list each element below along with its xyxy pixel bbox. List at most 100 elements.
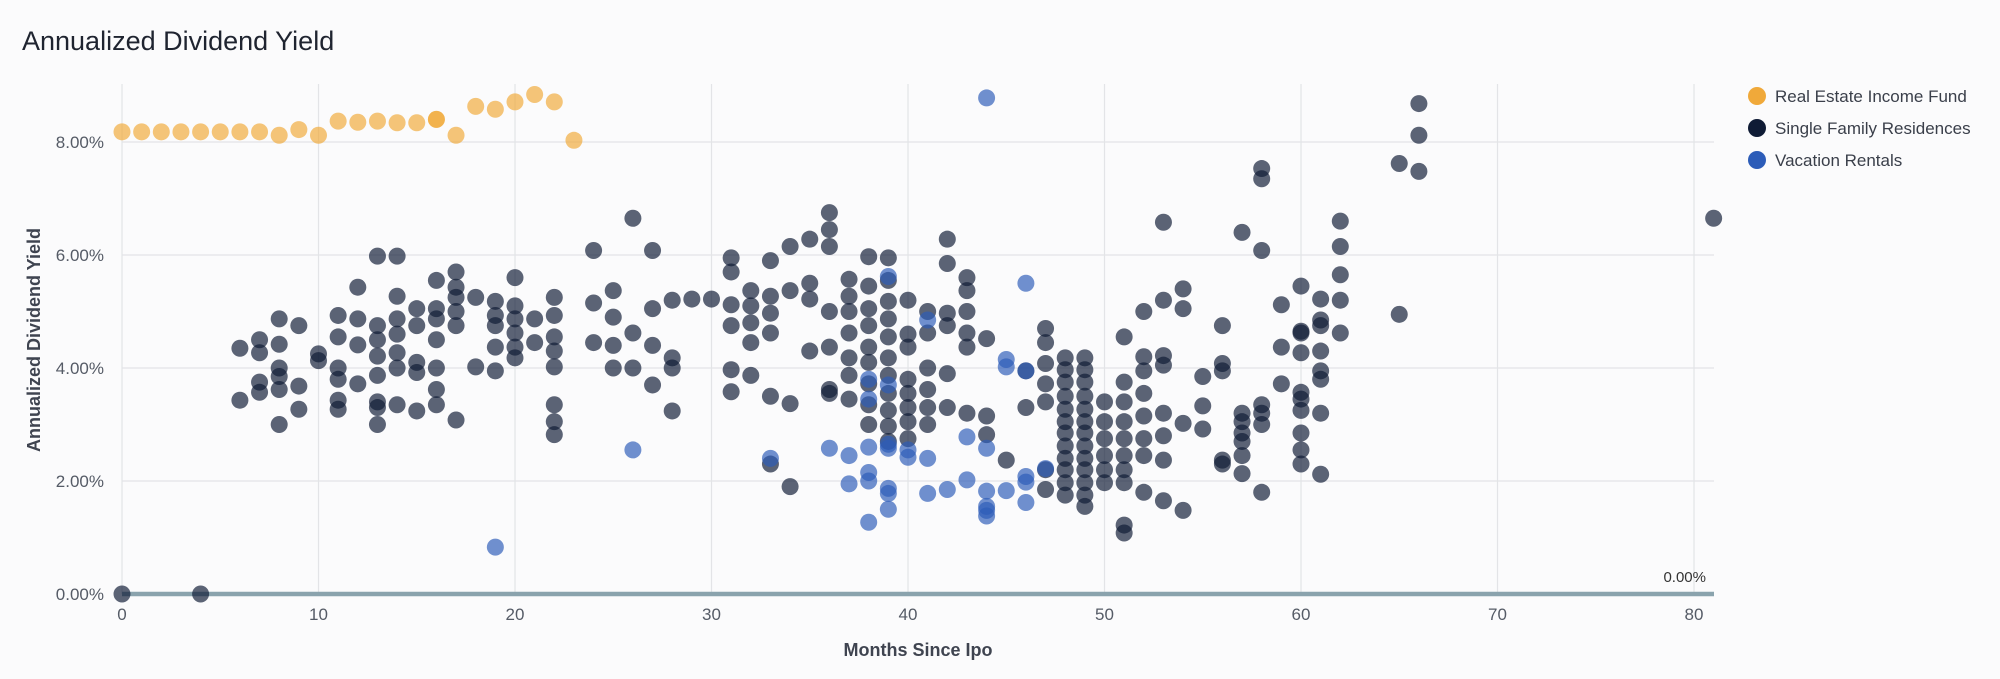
data-point[interactable] — [938, 317, 956, 335]
data-point[interactable] — [152, 123, 170, 141]
data-point[interactable] — [624, 209, 642, 227]
data-point[interactable] — [1135, 303, 1153, 320]
data-point[interactable] — [860, 370, 878, 388]
data-point[interactable] — [1331, 291, 1349, 309]
data-point[interactable] — [545, 306, 563, 324]
data-point[interactable] — [1253, 241, 1271, 259]
data-point[interactable] — [506, 93, 524, 111]
data-point[interactable] — [486, 338, 504, 356]
data-point[interactable] — [1135, 348, 1153, 366]
data-point[interactable] — [368, 331, 386, 349]
data-point[interactable] — [113, 585, 131, 603]
data-point[interactable] — [486, 538, 504, 556]
data-point[interactable] — [801, 274, 819, 292]
data-point[interactable] — [388, 114, 406, 132]
data-point[interactable] — [290, 317, 308, 335]
data-point[interactable] — [329, 306, 347, 324]
data-point[interactable] — [1076, 424, 1094, 442]
data-point[interactable] — [978, 407, 996, 425]
data-point[interactable] — [1037, 354, 1055, 372]
data-point[interactable] — [1194, 420, 1212, 438]
data-point[interactable] — [958, 338, 976, 356]
data-point[interactable] — [820, 221, 838, 239]
data-point[interactable] — [427, 310, 445, 328]
data-point[interactable] — [820, 384, 838, 402]
data-point[interactable] — [1017, 399, 1035, 417]
data-point[interactable] — [1037, 375, 1055, 393]
data-point[interactable] — [1253, 416, 1271, 433]
data-point[interactable] — [879, 267, 897, 285]
data-point[interactable] — [545, 426, 563, 444]
data-point[interactable] — [1076, 400, 1094, 418]
data-point[interactable] — [1056, 349, 1074, 367]
data-point[interactable] — [408, 364, 426, 382]
data-point[interactable] — [761, 387, 779, 405]
data-point[interactable] — [899, 325, 917, 343]
legend-item[interactable]: Real Estate Income Fund — [1748, 87, 1967, 106]
data-point[interactable] — [919, 380, 937, 398]
data-point[interactable] — [742, 366, 760, 384]
data-point[interactable] — [329, 400, 347, 418]
data-point[interactable] — [644, 300, 662, 318]
data-point[interactable] — [251, 331, 269, 349]
data-point[interactable] — [545, 358, 563, 376]
data-point[interactable] — [349, 310, 367, 328]
data-point[interactable] — [1056, 437, 1074, 455]
data-point[interactable] — [624, 359, 642, 377]
data-point[interactable] — [388, 287, 406, 305]
data-point[interactable] — [1174, 280, 1192, 298]
data-point[interactable] — [820, 439, 838, 457]
data-point[interactable] — [860, 317, 878, 335]
data-point[interactable] — [840, 287, 858, 305]
data-point[interactable] — [761, 324, 779, 342]
data-point[interactable] — [978, 482, 996, 500]
data-point[interactable] — [270, 310, 288, 328]
data-point[interactable] — [1253, 170, 1271, 188]
data-point[interactable] — [1017, 493, 1035, 511]
data-point[interactable] — [1154, 404, 1172, 422]
data-point[interactable] — [1017, 473, 1035, 491]
data-point[interactable] — [761, 287, 779, 305]
data-point[interactable] — [526, 334, 544, 352]
data-point[interactable] — [1056, 400, 1074, 418]
data-point[interactable] — [958, 428, 976, 446]
data-point[interactable] — [879, 310, 897, 328]
data-point[interactable] — [526, 310, 544, 328]
data-point[interactable] — [231, 123, 249, 141]
data-point[interactable] — [1076, 497, 1094, 515]
data-point[interactable] — [1154, 356, 1172, 374]
data-point[interactable] — [1056, 424, 1074, 442]
data-point[interactable] — [368, 366, 386, 384]
data-point[interactable] — [486, 292, 504, 310]
data-point[interactable] — [349, 278, 367, 296]
data-point[interactable] — [801, 342, 819, 360]
data-point[interactable] — [368, 247, 386, 265]
data-point[interactable] — [1056, 474, 1074, 492]
data-point[interactable] — [1174, 501, 1192, 519]
data-point[interactable] — [585, 294, 603, 312]
data-point[interactable] — [447, 411, 465, 429]
data-point[interactable] — [1312, 290, 1330, 308]
data-point[interactable] — [958, 303, 976, 320]
data-point[interactable] — [329, 112, 347, 130]
data-point[interactable] — [270, 126, 288, 144]
data-point[interactable] — [1312, 404, 1330, 422]
data-point[interactable] — [820, 338, 838, 356]
data-point[interactable] — [978, 507, 996, 525]
data-point[interactable] — [1154, 492, 1172, 510]
data-point[interactable] — [722, 263, 740, 281]
data-point[interactable] — [1135, 362, 1153, 380]
data-point[interactable] — [919, 399, 937, 417]
data-point[interactable] — [1135, 447, 1153, 465]
data-point[interactable] — [427, 359, 445, 377]
data-point[interactable] — [1312, 465, 1330, 483]
data-point[interactable] — [860, 277, 878, 295]
data-point[interactable] — [349, 113, 367, 131]
data-point[interactable] — [899, 291, 917, 309]
data-point[interactable] — [860, 472, 878, 490]
data-point[interactable] — [997, 358, 1015, 376]
data-point[interactable] — [997, 482, 1015, 500]
data-point[interactable] — [978, 439, 996, 457]
data-point[interactable] — [919, 311, 937, 329]
data-point[interactable] — [761, 304, 779, 322]
